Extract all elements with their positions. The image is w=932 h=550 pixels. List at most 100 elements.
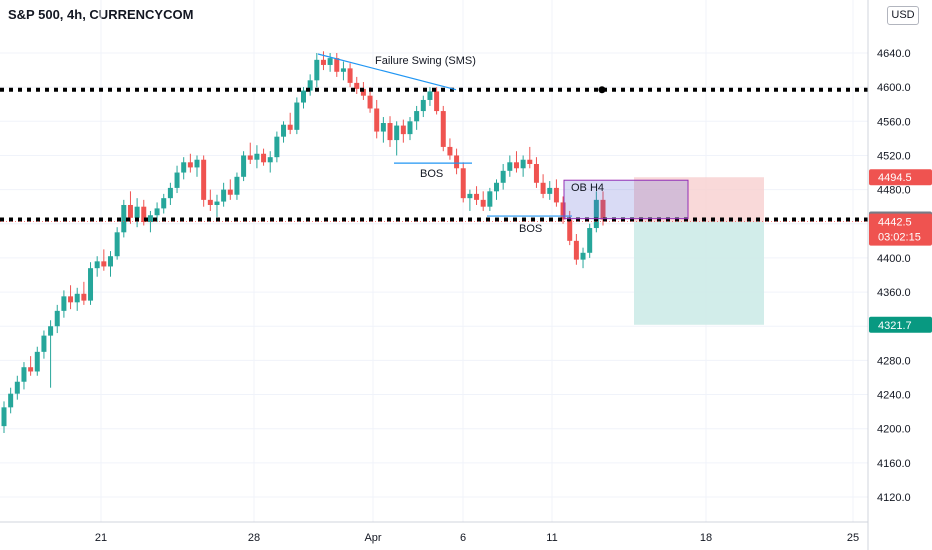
candle-body — [434, 91, 440, 112]
drawings: Failure Swing (SMS) BOS BOS OB H4 — [0, 53, 868, 235]
candle-body — [573, 240, 579, 260]
candle-body — [41, 335, 47, 352]
candle-body — [94, 261, 100, 269]
candle-body — [480, 199, 486, 207]
candle-body — [254, 153, 260, 160]
candle-body — [107, 256, 113, 267]
candle-body — [88, 268, 94, 301]
candle-body — [507, 162, 513, 171]
candle-body — [48, 326, 54, 336]
candle-body — [547, 187, 553, 194]
x-tick-label: 6 — [460, 532, 466, 544]
candle-body — [101, 261, 107, 267]
candle-body — [221, 189, 227, 202]
candle-body — [420, 99, 426, 112]
x-tick-label: 11 — [546, 532, 557, 544]
y-tick-label: 4560.0 — [877, 116, 911, 128]
y-tick-label: 4240.0 — [877, 390, 911, 402]
candle-body — [28, 367, 34, 372]
order-block-fill — [564, 180, 688, 219]
x-tick-label: Apr — [364, 532, 381, 544]
candle-body — [14, 381, 20, 394]
candle-body — [307, 80, 313, 91]
failure-swing-line — [317, 53, 457, 91]
candle-body — [194, 159, 200, 168]
candle-body — [427, 91, 433, 100]
candle-body — [407, 121, 413, 135]
order-block-box — [563, 179, 689, 220]
candle-body — [267, 157, 273, 163]
x-tick-label: 18 — [700, 532, 712, 544]
y-tick-label: 4400.0 — [877, 253, 911, 265]
candle-body — [460, 168, 466, 199]
x-tick-label: 25 — [847, 532, 859, 544]
candle-body — [367, 95, 373, 109]
candle-body — [68, 296, 74, 303]
candle-body — [167, 187, 173, 199]
candle-body — [247, 155, 253, 160]
candle-body — [513, 162, 519, 169]
price-axis: 4120.04160.04200.04240.04280.04320.04360… — [0, 0, 911, 550]
candle-body — [580, 252, 586, 260]
candle-body — [374, 108, 380, 132]
candle-body — [467, 193, 473, 199]
candle-body — [500, 170, 506, 183]
candle-body — [334, 58, 340, 72]
bos-label-1: BOS — [420, 168, 443, 180]
candle-body — [400, 125, 406, 135]
candle-body — [187, 162, 193, 168]
candle-body — [553, 187, 559, 203]
candle-body — [474, 193, 480, 200]
x-tick-label: 21 — [95, 532, 107, 544]
currency-badge[interactable]: USD — [887, 6, 919, 25]
candle-body — [121, 204, 127, 233]
candle-body — [540, 182, 546, 194]
candle-body — [261, 153, 267, 163]
candle-body — [74, 293, 80, 303]
candle-body — [487, 191, 493, 207]
stop-loss-zone — [634, 177, 764, 222]
grid — [0, 0, 868, 522]
candle-body — [533, 164, 539, 183]
candle-body — [34, 351, 40, 372]
candle-body — [354, 82, 360, 89]
candle-body — [174, 172, 180, 188]
y-tick-label: 4160.0 — [877, 458, 911, 470]
candle-body — [520, 159, 526, 169]
price-tag-label: 4494.5 — [878, 172, 912, 184]
candle-body — [207, 199, 213, 205]
candle-body — [567, 219, 573, 241]
y-tick-label: 4280.0 — [877, 355, 911, 367]
level-anchor-dot — [598, 86, 606, 94]
x-tick-label: 28 — [248, 532, 260, 544]
candle-body — [527, 159, 533, 164]
candle-body — [81, 293, 87, 301]
failure-swing-label: Failure Swing (SMS) — [375, 55, 476, 67]
candle-body — [274, 136, 280, 158]
candle-body — [134, 206, 140, 218]
candle-body — [560, 202, 566, 220]
candle-body — [394, 125, 400, 141]
bos-label-2: BOS — [519, 223, 542, 235]
y-tick-label: 4600.0 — [877, 82, 911, 94]
candle-body — [54, 310, 60, 327]
candle-body — [600, 199, 606, 220]
y-tick-label: 4640.0 — [877, 48, 911, 60]
candle-body — [414, 111, 420, 122]
candle-body — [347, 68, 353, 83]
candle-body — [360, 88, 366, 96]
candle-body — [241, 155, 247, 177]
candle-body — [494, 182, 500, 192]
candle-body — [281, 124, 287, 137]
candle-body — [141, 206, 147, 223]
candle-body — [214, 201, 220, 205]
take-profit-zone — [634, 221, 764, 325]
y-tick-label: 4520.0 — [877, 150, 911, 162]
candle-body — [593, 199, 599, 229]
candle-body — [181, 162, 187, 173]
candle-body — [314, 59, 320, 81]
candle-body — [454, 155, 460, 169]
y-tick-label: 4120.0 — [877, 492, 911, 504]
candle-body — [440, 111, 446, 147]
